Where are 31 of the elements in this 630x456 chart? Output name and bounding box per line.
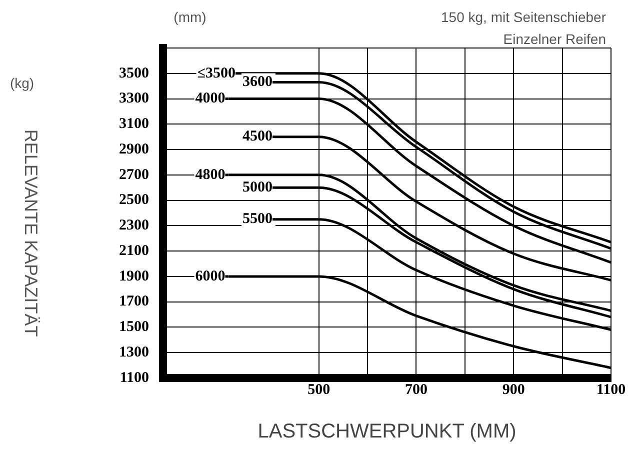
series-label: 4500 (242, 128, 272, 145)
text: (kg) (10, 74, 34, 91)
text: (mm) (174, 8, 206, 25)
y-tick-label: 1500 (119, 319, 149, 336)
series-label: 5500 (242, 211, 272, 228)
y-tick-label: 1100 (120, 370, 149, 386)
x-tick-label: 900 (502, 382, 525, 398)
y-tick-label: 3100 (119, 116, 149, 132)
x-axis-title: LASTSCHWERPUNKT (MM) (258, 420, 516, 443)
y-tick-label: 2500 (119, 192, 149, 208)
y-tick-label: 2900 (119, 141, 149, 158)
x-tick-label: 700 (404, 382, 428, 398)
y-tick-label: 1300 (119, 344, 149, 360)
series-label: 6000 (195, 268, 226, 284)
text: 150 kg, mit Seitenschieber (441, 8, 606, 25)
y-tick-label: 2300 (119, 218, 149, 234)
y-axis-title: RELEVANTE KAPAZITÄT (21, 129, 42, 337)
series-label: 4800 (195, 166, 226, 183)
y-tick-label: 1700 (119, 294, 149, 310)
series-label: 4000 (195, 90, 226, 107)
x-tick-label: 1100 (596, 382, 626, 398)
series-label: 3600 (242, 74, 272, 90)
y-tick-label: 1900 (119, 268, 149, 284)
x-tick-label: 500 (308, 382, 330, 398)
y-tick-label: 3300 (119, 90, 149, 107)
text: Einzelner Reifen (503, 30, 606, 47)
y-tick-label: 2700 (119, 166, 149, 183)
series-label: ≤3500 (197, 65, 236, 82)
series-label: 5000 (242, 179, 272, 196)
y-tick-label: 2100 (119, 242, 149, 259)
y-tick-label: 3500 (119, 65, 149, 82)
